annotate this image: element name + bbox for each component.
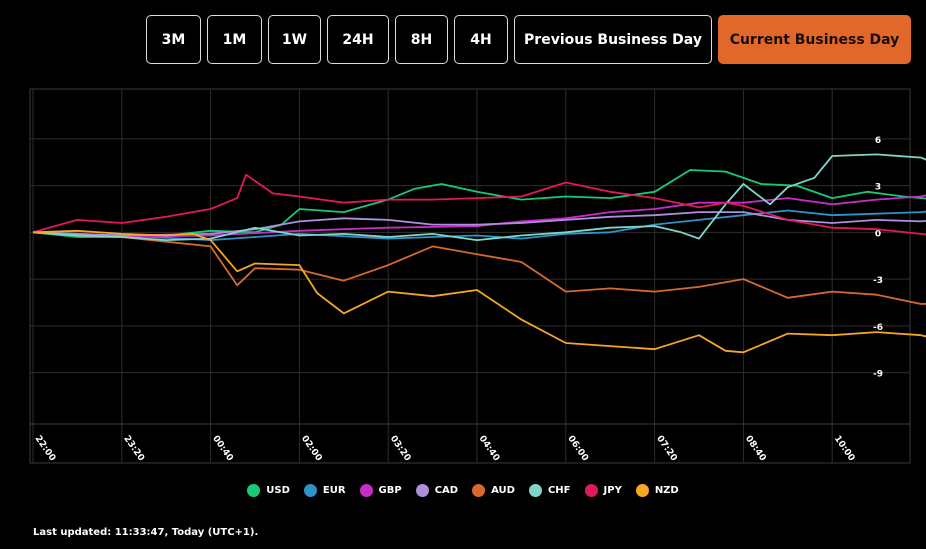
legend-item-jpy[interactable]: JPY (584, 484, 622, 497)
timeframe-4h-button[interactable]: 4H (454, 15, 508, 64)
x-tick-label: 00:40 (210, 434, 235, 463)
series-line-cad (32, 211, 926, 237)
timeframe-1w-button[interactable]: 1W (268, 15, 321, 64)
legend-swatch (303, 484, 317, 497)
x-tick-label: 06:00 (565, 434, 590, 463)
y-tick-label: -3 (873, 276, 883, 286)
legend-item-eur[interactable]: EUR (303, 484, 346, 497)
legend-label: GBP (378, 485, 402, 496)
series-line-aud (32, 231, 926, 305)
legend-swatch (584, 484, 598, 497)
y-tick-label: 0 (875, 229, 881, 239)
x-tick-label: 10:00 (832, 434, 857, 463)
currency-strength-chart: 6 3 0 -3 -6 -9 22:00 23:20 00:40 02:00 03:20 04:40 0… (29, 88, 926, 464)
series-line-usd (32, 169, 926, 238)
legend-label: NZD (654, 485, 679, 496)
last-updated-text: Last updated: 11:33:47, Today (UTC+1). (33, 527, 259, 538)
timeframe-current-business-day-button[interactable]: Current Business Day (718, 15, 911, 64)
series-line-jpy (32, 173, 926, 236)
x-tick-label: 02:00 (299, 434, 324, 463)
chart-legend: USD EUR GBP CAD AUD CHF JPY NZD (0, 484, 926, 497)
legend-label: CHF (547, 485, 571, 496)
timeframe-3m-button[interactable]: 3M (146, 15, 201, 64)
legend-label: JPY (603, 485, 622, 496)
series-line-nzd (32, 229, 926, 354)
timeframe-24h-button[interactable]: 24H (327, 15, 389, 64)
legend-swatch (472, 484, 486, 497)
legend-item-cad[interactable]: CAD (415, 484, 459, 497)
legend-swatch (635, 484, 649, 497)
x-tick-label: 22:00 (33, 434, 58, 463)
timeframe-8h-button[interactable]: 8H (395, 15, 448, 64)
y-tick-label: -9 (873, 370, 883, 380)
series-line-chf (32, 153, 926, 241)
legend-label: CAD (434, 485, 459, 496)
legend-label: USD (266, 485, 290, 496)
series-line-eur (32, 209, 926, 241)
y-tick-label: 6 (875, 136, 881, 146)
x-tick-label: 08:40 (743, 434, 768, 463)
legend-label: EUR (322, 485, 346, 496)
y-tick-label: -6 (873, 323, 883, 333)
legend-item-nzd[interactable]: NZD (635, 484, 679, 497)
legend-swatch (359, 484, 373, 497)
x-tick-label: 07:20 (654, 434, 679, 463)
legend-swatch (415, 484, 429, 497)
legend-item-aud[interactable]: AUD (472, 484, 515, 497)
legend-label: AUD (491, 485, 515, 496)
plot-frame (29, 88, 911, 464)
timeframe-previous-business-day-button[interactable]: Previous Business Day (514, 15, 712, 64)
legend-swatch (247, 484, 261, 497)
x-tick-label: 03:20 (388, 434, 413, 463)
timeframe-1m-button[interactable]: 1M (207, 15, 262, 64)
x-tick-label: 23:20 (121, 434, 146, 463)
y-tick-label: 3 (875, 183, 881, 193)
legend-item-usd[interactable]: USD (247, 484, 290, 497)
legend-item-gbp[interactable]: GBP (359, 484, 402, 497)
x-tick-label: 04:40 (477, 434, 502, 463)
legend-swatch (528, 484, 542, 497)
timeframe-selector: 3M 1M 1W 24H 8H 4H Previous Business Day… (146, 15, 911, 64)
legend-item-chf[interactable]: CHF (528, 484, 571, 497)
series-line-gbp (32, 194, 926, 238)
